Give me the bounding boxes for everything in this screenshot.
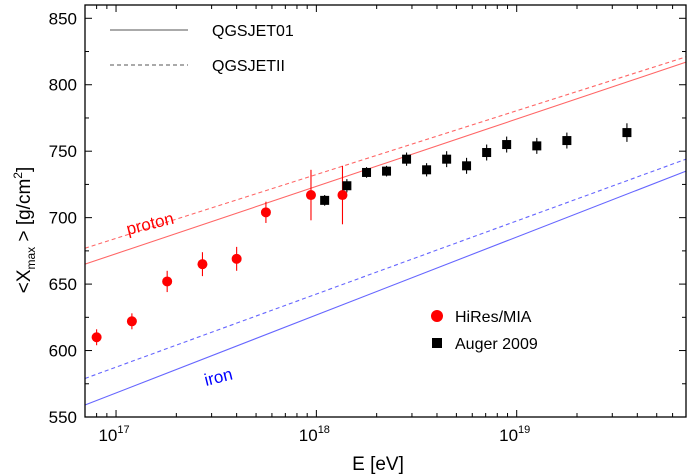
auger-point [502,140,512,150]
auger-point [442,154,452,164]
hires-point [197,259,208,270]
auger-point [382,166,392,176]
hires-point [231,253,242,264]
hires-point [305,190,316,201]
proton-annotation: proton [124,209,175,239]
auger-point [402,154,412,164]
y-tick-label: 700 [49,209,77,228]
y-tick-label: 800 [49,76,77,95]
plot-frame [84,4,687,418]
hires-point [126,316,137,327]
legend-label-qgsjetii: QGSJETII [212,58,285,75]
hires-point [337,190,348,201]
x-tick-label: 1019 [499,424,530,445]
auger-point [462,161,472,171]
legend-marker-hires [431,310,443,322]
y-tick-label: 750 [49,142,77,161]
x-axis-label: E [eV] [352,454,404,475]
hires-point [91,332,102,343]
y-tick-label: 600 [49,342,77,361]
series-legend: HiRes/MIA Auger 2009 [431,309,538,353]
data-points [91,123,632,346]
x-tick-label: 1018 [299,424,330,445]
line-style-legend: QGSJET01 QGSJETII [110,23,294,75]
iron-qgsjetii-line [84,158,687,379]
proton-qgsjet01-line [84,61,687,265]
x-tick-label: 1017 [98,424,129,445]
model-lines [84,56,687,406]
y-tick-label: 550 [49,408,77,427]
auger-point [562,136,572,146]
hires-point [162,276,173,287]
auger-point [362,167,372,177]
auger-point [320,195,330,205]
iron-annotation: iron [202,365,234,390]
legend-marker-auger [432,338,442,348]
proton-qgsjetii-line [84,56,687,249]
auger-point [342,181,352,191]
legend-label-auger: Auger 2009 [455,336,538,353]
auger-point [482,148,492,158]
auger-point [422,165,432,175]
hires-point [260,207,271,218]
y-axis-label: <Xmax > [g/cm2] [11,167,38,294]
iron-qgsjet01-line [84,170,687,406]
auger-point [532,141,542,151]
axis-ticks: 550 600 650 700 750 800 850 1017 1018 1019 [49,5,686,445]
legend-label-hires: HiRes/MIA [455,309,532,326]
y-tick-label: 650 [49,275,77,294]
legend-label-qgsjet01: QGSJET01 [212,23,294,40]
y-tick-label: 850 [49,9,77,28]
auger-point [622,128,632,138]
